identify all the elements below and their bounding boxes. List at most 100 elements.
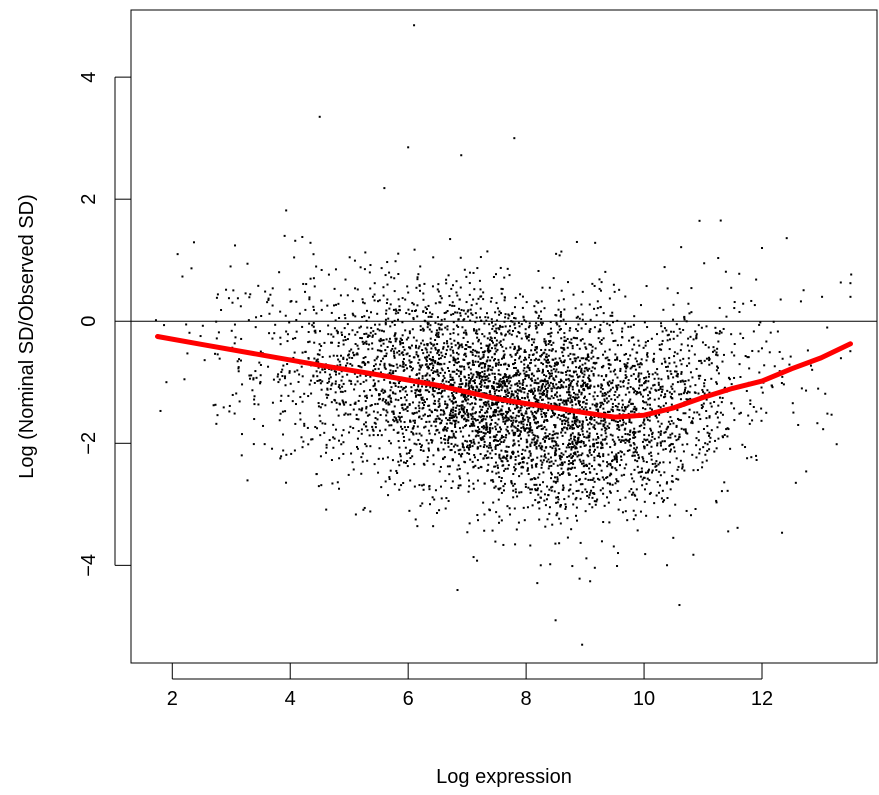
data-point	[540, 448, 543, 451]
data-point	[498, 384, 501, 387]
data-point	[285, 453, 288, 456]
data-point	[493, 390, 496, 393]
data-point	[357, 347, 360, 350]
data-point	[571, 466, 574, 469]
data-point	[554, 370, 557, 373]
data-point	[628, 441, 631, 444]
data-point	[633, 447, 636, 450]
data-point	[468, 444, 471, 447]
data-point	[428, 432, 431, 435]
data-point	[533, 477, 536, 480]
data-point	[544, 348, 547, 351]
data-point	[569, 434, 572, 437]
data-point	[611, 379, 614, 382]
data-point	[463, 418, 466, 421]
data-point	[368, 343, 371, 346]
data-point	[215, 337, 218, 340]
data-point	[578, 421, 581, 424]
data-point	[649, 491, 652, 494]
data-point	[412, 419, 415, 422]
data-point	[365, 396, 368, 399]
data-point	[369, 404, 372, 407]
data-point	[286, 363, 289, 366]
data-point	[497, 401, 500, 404]
data-point	[466, 402, 469, 405]
data-point	[600, 386, 603, 389]
data-point	[638, 366, 641, 369]
data-point	[662, 308, 665, 311]
data-point	[432, 454, 435, 457]
data-point	[448, 369, 451, 372]
data-point	[390, 401, 393, 404]
data-point	[520, 414, 523, 417]
data-point	[596, 432, 599, 435]
data-point	[486, 431, 489, 434]
data-point	[513, 482, 516, 485]
data-point	[590, 370, 593, 373]
data-point	[524, 485, 527, 488]
data-point	[373, 421, 376, 424]
data-point	[477, 388, 480, 391]
data-point	[428, 420, 431, 423]
data-point	[399, 459, 402, 462]
data-point	[378, 329, 381, 332]
data-point	[587, 436, 590, 439]
data-point	[399, 420, 402, 423]
data-point	[667, 436, 670, 439]
data-point	[521, 417, 524, 420]
data-point	[679, 331, 682, 334]
data-point	[431, 411, 434, 414]
data-point	[380, 339, 383, 342]
data-point	[555, 321, 558, 324]
data-point	[835, 443, 838, 446]
data-point	[602, 419, 605, 422]
data-point	[585, 436, 588, 439]
data-point	[372, 410, 375, 413]
data-point	[259, 382, 262, 385]
data-point	[429, 386, 432, 389]
data-point	[583, 395, 586, 398]
data-point	[432, 386, 435, 389]
data-point	[632, 480, 635, 483]
data-point	[483, 385, 486, 388]
data-point	[405, 312, 408, 315]
data-point	[593, 398, 596, 401]
data-point	[414, 344, 417, 347]
data-point	[356, 331, 359, 334]
data-point	[556, 361, 559, 364]
data-point	[486, 426, 489, 429]
data-point	[535, 398, 538, 401]
data-point	[605, 435, 608, 438]
data-point	[593, 459, 596, 462]
data-point	[689, 385, 692, 388]
data-point	[747, 414, 750, 417]
data-point	[448, 435, 451, 438]
data-point	[394, 392, 397, 395]
data-point	[559, 378, 562, 381]
data-point	[588, 421, 591, 424]
data-point	[468, 282, 471, 285]
data-point	[563, 308, 566, 311]
data-point	[595, 408, 598, 411]
data-point	[581, 426, 584, 429]
data-point	[575, 316, 578, 319]
data-point	[531, 379, 534, 382]
data-point	[241, 383, 244, 386]
data-point	[337, 358, 340, 361]
data-point	[520, 406, 523, 409]
data-point	[638, 363, 641, 366]
data-point	[568, 329, 571, 332]
data-point	[259, 363, 262, 366]
data-point	[608, 521, 611, 524]
data-point	[402, 353, 405, 356]
data-point	[436, 352, 439, 355]
data-point	[398, 464, 401, 467]
data-point	[560, 371, 563, 374]
data-point	[568, 384, 571, 387]
data-point	[593, 404, 596, 407]
data-point	[288, 370, 291, 373]
data-point	[417, 377, 420, 380]
data-point	[495, 339, 498, 342]
data-point	[253, 403, 256, 406]
data-point	[672, 330, 675, 333]
